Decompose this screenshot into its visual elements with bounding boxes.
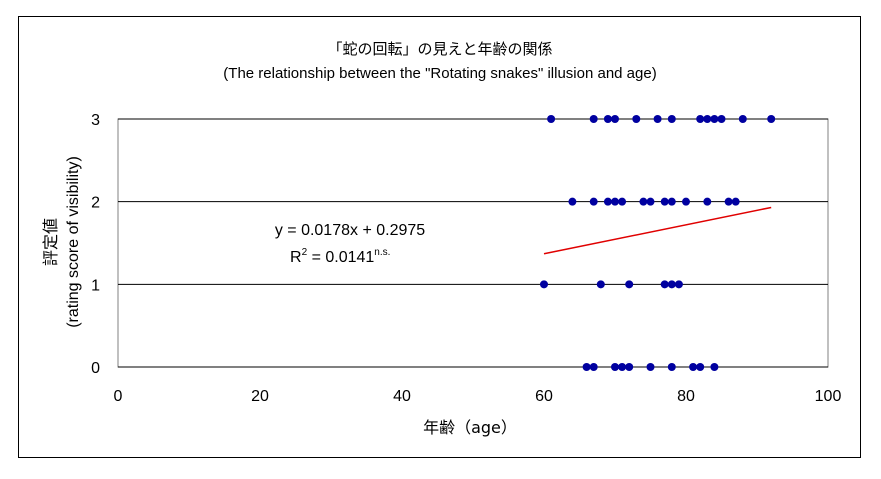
- data-point: [611, 363, 619, 371]
- trendline: [543, 206, 772, 255]
- data-point: [603, 115, 612, 123]
- data-point: [646, 363, 655, 371]
- data-point: [696, 363, 705, 371]
- data-point: [660, 280, 669, 289]
- data-point: [646, 197, 655, 206]
- x-tick-label: 100: [815, 388, 842, 405]
- y-axis-label-en: (rating score of visibility): [65, 156, 82, 328]
- y-tick-label: 1: [91, 277, 100, 294]
- data-point: [547, 115, 556, 123]
- plot-area: [117, 118, 829, 368]
- data-point: [540, 280, 548, 289]
- y-axis-label-ja: 評定値: [41, 218, 60, 266]
- x-tick-label: 80: [677, 388, 695, 405]
- chart-title: 「蛇の回転」の見えと年齢の関係: [327, 40, 552, 58]
- data-point: [596, 280, 605, 289]
- data-point: [618, 197, 627, 206]
- trendline-group: [543, 206, 772, 255]
- r-squared-superscript: 2: [302, 247, 308, 258]
- data-point: [639, 197, 648, 206]
- data-point: [667, 197, 676, 206]
- y-tick-label: 3: [91, 112, 100, 129]
- data-point: [674, 280, 683, 289]
- data-point: [625, 280, 634, 289]
- y-tick-label: 2: [91, 195, 100, 212]
- data-point: [653, 115, 662, 123]
- data-point: [724, 197, 733, 206]
- data-point: [738, 115, 747, 123]
- data-point: [689, 363, 698, 371]
- significance-note: n.s.: [374, 247, 390, 258]
- data-point: [667, 363, 676, 371]
- data-point: [696, 115, 705, 123]
- data-point: [717, 115, 726, 123]
- chart-subtitle: (The relationship between the "Rotating …: [223, 65, 656, 82]
- data-point: [710, 363, 719, 371]
- equation-label: y = 0.0178x + 0.2975: [275, 222, 425, 239]
- data-point: [710, 115, 719, 123]
- data-point: [703, 197, 712, 206]
- data-point: [582, 363, 591, 371]
- data-point: [589, 197, 598, 206]
- x-tick-label: 40: [393, 388, 411, 405]
- x-axis-label: 年齢（age）: [423, 418, 517, 437]
- data-point: [703, 115, 712, 123]
- y-tick-labels: 0 1 2 3: [91, 112, 100, 377]
- data-point: [667, 115, 676, 123]
- r-squared-label: R2 = 0.0141n.s.: [290, 247, 390, 266]
- x-tick-label: 60: [535, 388, 553, 405]
- data-point: [767, 115, 776, 123]
- data-point: [618, 363, 627, 371]
- x-tick-labels: 0 20 40 60 80 100: [114, 388, 842, 405]
- data-point: [603, 197, 612, 206]
- data-point: [682, 197, 690, 206]
- x-tick-label: 0: [114, 388, 123, 405]
- data-point: [611, 197, 619, 206]
- data-points: [540, 115, 776, 371]
- data-point: [667, 280, 676, 289]
- r-squared-value: = 0.0141: [307, 249, 374, 266]
- data-point: [731, 197, 740, 206]
- data-point: [568, 197, 577, 206]
- y-tick-label: 0: [91, 360, 100, 377]
- data-point: [660, 197, 669, 206]
- data-point: [611, 115, 619, 123]
- data-point: [589, 115, 598, 123]
- x-tick-label: 20: [251, 388, 269, 405]
- grid-lines: [118, 118, 828, 368]
- data-point: [589, 363, 598, 371]
- data-point: [632, 115, 641, 123]
- data-point: [625, 363, 634, 371]
- r-squared-prefix: R: [290, 249, 302, 266]
